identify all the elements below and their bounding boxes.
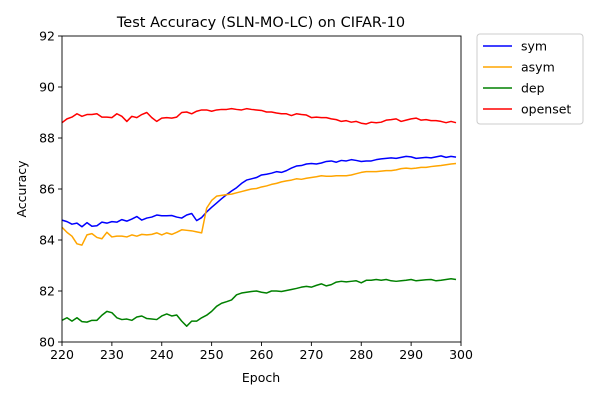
x-tick-label: 250 — [200, 347, 224, 362]
legend-label-asym: asym — [521, 60, 555, 75]
y-tick-label: 88 — [39, 131, 55, 146]
legend-label-sym: sym — [521, 39, 547, 54]
y-tick-label: 90 — [39, 80, 55, 95]
series-line-dep — [61, 278, 457, 327]
plot-area — [61, 35, 462, 343]
series-line-asym — [61, 162, 457, 246]
legend-box — [476, 33, 584, 125]
y-axis-label: Accuracy — [14, 160, 29, 218]
series-line-sym — [61, 155, 457, 228]
y-tick-label: 80 — [39, 335, 55, 350]
y-tick-label: 82 — [39, 284, 55, 299]
x-tick-label: 260 — [250, 347, 274, 362]
x-axis-label: Epoch — [242, 370, 280, 385]
series-line-openset — [61, 107, 457, 125]
legend-label-openset: openset — [521, 102, 571, 117]
y-axis: 80 82 84 86 88 90 92 — [39, 29, 62, 350]
legend-label-dep: dep — [521, 81, 545, 96]
x-tick-label: 230 — [100, 347, 124, 362]
y-tick-label: 84 — [39, 233, 55, 248]
legend: sym asym dep openset — [476, 33, 584, 125]
x-tick-label: 280 — [349, 347, 373, 362]
x-tick-label: 300 — [449, 347, 473, 362]
y-tick-label: 86 — [39, 182, 55, 197]
x-tick-label: 220 — [50, 347, 74, 362]
x-axis: 220 230 240 250 260 270 280 290 300 — [50, 342, 473, 362]
x-tick-label: 240 — [150, 347, 174, 362]
x-tick-label: 270 — [299, 347, 323, 362]
y-tick-label: 92 — [39, 29, 55, 44]
x-tick-label: 290 — [399, 347, 423, 362]
chart-title: Test Accuracy (SLN-MO-LC) on CIFAR-10 — [116, 15, 405, 31]
